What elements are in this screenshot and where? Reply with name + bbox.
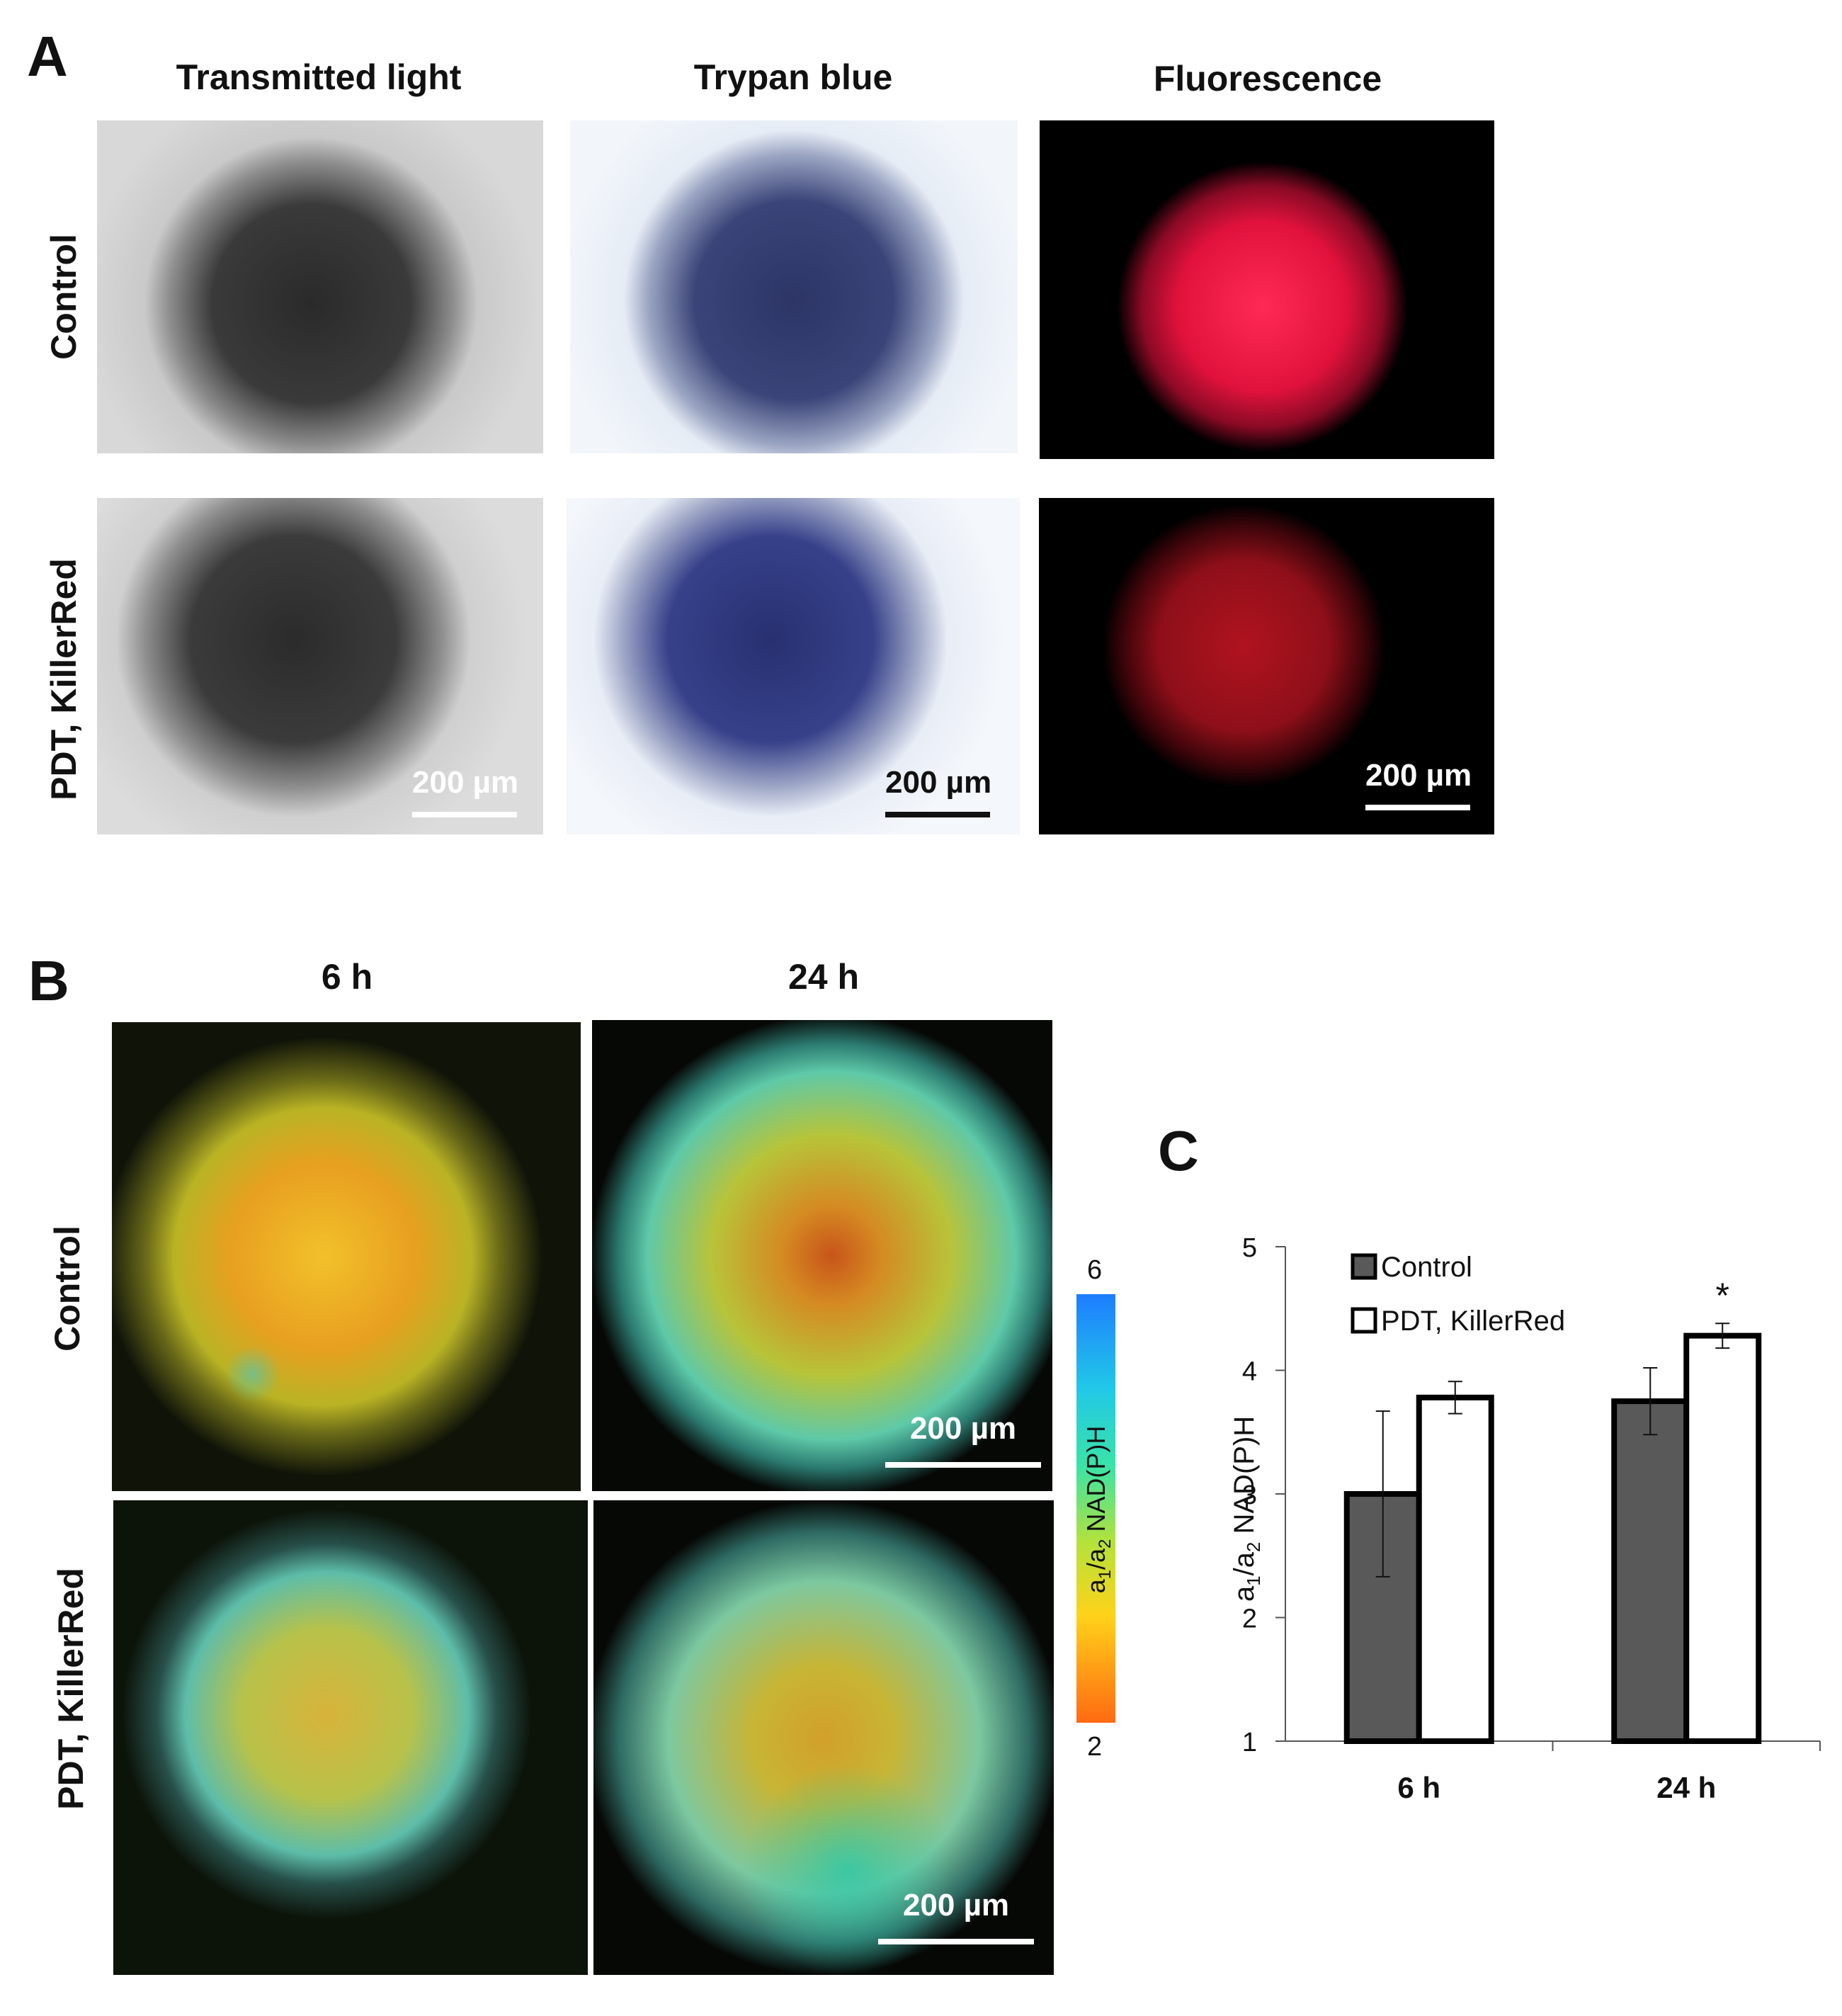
col-title-transmitted: Transmitted light	[176, 57, 462, 97]
image-pdt-trypan	[567, 498, 1020, 834]
colorbar-title-sub2: 2	[1096, 1539, 1115, 1548]
col-title-trypan: Trypan blue	[693, 57, 893, 97]
row-label-control-a: Control	[44, 234, 84, 360]
scalebar-b-pdt-24h: 200 µm	[878, 1888, 1034, 1948]
bar-pdt	[1416, 1394, 1494, 1744]
image-control-transmitted	[97, 120, 543, 453]
x-tick-label: 6 h	[1397, 1771, 1440, 1804]
image-pdt-transmitted	[97, 498, 543, 834]
colorbar-title-rest: NAD(P)H	[1081, 1425, 1110, 1539]
image-flim-control-24h	[592, 1020, 1052, 1491]
y-tick-label: 3	[1242, 1480, 1257, 1510]
scalebar-label: 200 µm	[885, 765, 992, 800]
image-control-trypan	[570, 120, 1018, 453]
colorbar	[1076, 1294, 1115, 1723]
image-flim-control-6h	[112, 1022, 581, 1491]
bar-pdt	[1683, 1332, 1762, 1744]
row-label-pdt-a: PDT, KillerRed	[44, 558, 84, 800]
y-tick-label: 1	[1242, 1728, 1257, 1757]
y-tick-label: 5	[1242, 1233, 1257, 1263]
scalebar-line	[885, 1462, 1041, 1468]
scalebar-line	[1365, 805, 1470, 810]
row-label-pdt-b: PDT, KillerRed	[51, 1568, 91, 1810]
colorbar-title-a: a	[1081, 1579, 1110, 1594]
image-pdt-fluorescence	[1039, 498, 1494, 834]
legend-label-control: Control	[1381, 1252, 1472, 1283]
row-label-control-b: Control	[47, 1225, 87, 1352]
panel-a-letter: A	[27, 25, 68, 88]
col-title-fluorescence: Fluorescence	[1153, 59, 1382, 98]
image-control-fluorescence	[1040, 120, 1494, 459]
colorbar-title-slash: /a	[1081, 1548, 1110, 1570]
scalebar-label: 200 µm	[1365, 758, 1472, 793]
legend-swatch-control	[1351, 1253, 1377, 1280]
colorbar-title: a1/a2 NAD(P)H	[1081, 1361, 1115, 1658]
y-tick-label: 2	[1242, 1604, 1257, 1634]
scalebar-label: 200 µm	[909, 1411, 1017, 1446]
colorbar-title-sub1: 1	[1096, 1570, 1115, 1580]
scalebar-label: 200 µm	[412, 765, 519, 800]
colorbar-min-label: 2	[1087, 1732, 1103, 1762]
scalebar-line	[878, 1939, 1034, 1944]
legend-swatch-pdt	[1351, 1307, 1377, 1334]
x-tick-label: 24 h	[1656, 1771, 1716, 1804]
colorbar-max-label: 6	[1087, 1255, 1103, 1285]
scalebar-a-trypan: 200 µm	[885, 765, 992, 822]
col-title-6h: 6 h	[321, 957, 373, 997]
image-flim-pdt-24h	[593, 1500, 1054, 1975]
scalebar-line	[885, 812, 990, 817]
scalebar-a-fluorescence: 200 µm	[1365, 758, 1472, 815]
image-flim-pdt-6h	[113, 1500, 588, 1975]
scalebar-b-control-24h: 200 µm	[885, 1411, 1041, 1471]
col-title-24h: 24 h	[788, 957, 860, 997]
panel-c-letter: C	[1158, 1119, 1199, 1182]
scalebar-line	[412, 812, 517, 817]
scalebar-a-transmitted: 200 µm	[412, 765, 519, 822]
bar-control	[1611, 1398, 1690, 1744]
y-tick-label: 4	[1242, 1357, 1257, 1387]
legend-label-pdt: PDT, KillerRed	[1381, 1306, 1565, 1337]
bar-chart: 1 2 3 4 5 6 h 24 h * Control PDT, KillerRed	[1242, 1233, 1821, 1804]
panel-b-letter: B	[28, 949, 69, 1012]
scalebar-label: 200 µm	[902, 1888, 1010, 1922]
significance-asterisk: *	[1716, 1276, 1729, 1315]
